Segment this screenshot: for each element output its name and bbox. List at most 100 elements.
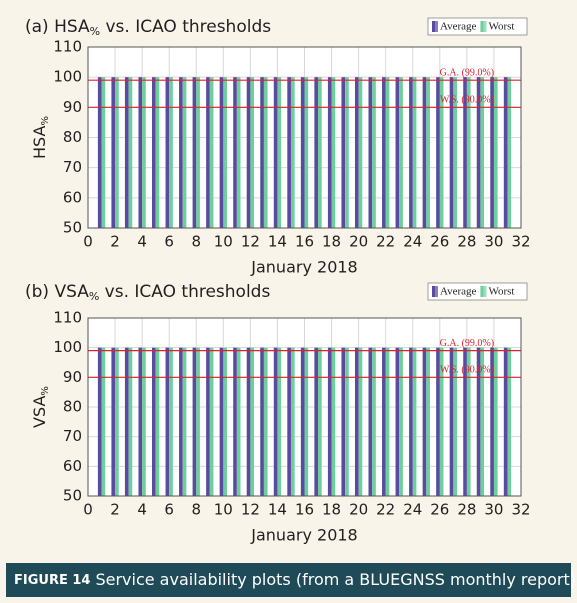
legend-box xyxy=(427,282,528,301)
legend-label: Worst xyxy=(488,286,514,298)
x-tick-label: 24 xyxy=(403,501,422,519)
bar xyxy=(318,347,322,496)
x-tick-label: 6 xyxy=(164,501,174,519)
y-label-sub: % xyxy=(40,116,51,126)
y-tick-label: 90 xyxy=(63,98,82,116)
bar xyxy=(165,77,170,229)
bar xyxy=(439,77,444,229)
bar xyxy=(219,347,224,496)
bar xyxy=(382,77,386,229)
bar xyxy=(206,77,210,229)
bar xyxy=(277,77,282,229)
bar xyxy=(219,77,224,229)
bar xyxy=(290,347,295,496)
bar xyxy=(358,347,363,496)
caption-label: FIGURE 14 xyxy=(14,573,90,588)
y-tick-label: 80 xyxy=(63,398,82,416)
bar xyxy=(290,77,295,229)
bar xyxy=(196,347,200,496)
bar xyxy=(372,77,376,229)
y-label-main: VSA xyxy=(30,396,49,428)
bar xyxy=(128,347,133,496)
bar xyxy=(287,77,291,229)
legend-swatch xyxy=(483,286,487,297)
bar xyxy=(300,347,305,496)
bar xyxy=(503,77,508,229)
bar xyxy=(138,77,143,229)
x-tick-label: 16 xyxy=(295,233,314,251)
bar xyxy=(304,347,309,496)
bar xyxy=(422,347,427,496)
bar xyxy=(142,77,146,229)
caption-text: Service availability plots (from a BLUEG… xyxy=(95,570,576,589)
bar xyxy=(476,347,481,496)
x-tick-label: 12 xyxy=(241,501,260,519)
title-suffix: vs. ICAO thresholds xyxy=(100,17,271,37)
bar xyxy=(480,347,485,496)
bar xyxy=(287,347,291,496)
bar xyxy=(466,77,471,229)
bar xyxy=(263,77,268,229)
threshold-label: W.S. (90.0%) xyxy=(440,95,494,106)
bar xyxy=(412,347,417,496)
y-tick-label: 110 xyxy=(53,309,82,327)
bar xyxy=(300,77,305,229)
legend-swatch xyxy=(480,21,484,32)
x-tick-label: 16 xyxy=(295,501,314,519)
bar xyxy=(115,77,119,229)
bar xyxy=(209,347,214,496)
bar xyxy=(233,77,237,229)
bar xyxy=(507,77,512,229)
bar xyxy=(409,77,413,229)
bar xyxy=(327,77,332,229)
x-tick-label: 14 xyxy=(268,233,287,251)
bar xyxy=(368,347,373,496)
bar xyxy=(209,77,214,229)
y-tick-label: 70 xyxy=(63,158,82,176)
bar xyxy=(260,77,264,229)
y-tick-label: 50 xyxy=(63,487,82,505)
bar xyxy=(101,347,106,496)
bar xyxy=(192,77,197,229)
x-tick-label: 18 xyxy=(322,501,341,519)
y-tick-label: 90 xyxy=(63,368,82,386)
chart-title: (b) VSA% vs. ICAO thresholds xyxy=(25,282,270,303)
bar xyxy=(490,347,494,496)
y-tick-label: 50 xyxy=(63,219,82,237)
x-tick-label: 26 xyxy=(430,501,449,519)
x-tick-label: 30 xyxy=(484,501,503,519)
bar xyxy=(439,347,444,496)
y-tick-label: 70 xyxy=(63,427,82,445)
legend-box xyxy=(427,17,528,36)
bar xyxy=(263,347,268,496)
x-axis-label: January 2018 xyxy=(250,258,357,277)
bar xyxy=(233,347,237,496)
bar xyxy=(453,77,457,229)
x-tick-label: 24 xyxy=(403,233,422,251)
legend-swatch xyxy=(432,21,435,32)
bar xyxy=(152,77,156,229)
bar xyxy=(223,347,227,496)
bar xyxy=(463,347,467,496)
bar xyxy=(124,77,129,229)
bar xyxy=(206,347,210,496)
bar xyxy=(503,347,508,496)
legend-swatch xyxy=(432,286,435,297)
bar xyxy=(382,347,386,496)
bar xyxy=(463,77,467,229)
bar xyxy=(480,77,485,229)
bar xyxy=(192,347,197,496)
threshold-label: G.A. (99.0%) xyxy=(440,338,494,349)
bar xyxy=(260,347,264,496)
bar xyxy=(223,77,227,229)
x-tick-label: 22 xyxy=(376,233,395,251)
bar xyxy=(490,77,494,229)
bar xyxy=(152,347,156,496)
bar xyxy=(155,77,160,229)
x-tick-label: 0 xyxy=(83,233,93,251)
x-tick-label: 18 xyxy=(322,233,341,251)
y-tick-label: 80 xyxy=(63,128,82,146)
x-tick-label: 20 xyxy=(349,233,368,251)
bar xyxy=(179,77,183,229)
bar xyxy=(142,347,146,496)
